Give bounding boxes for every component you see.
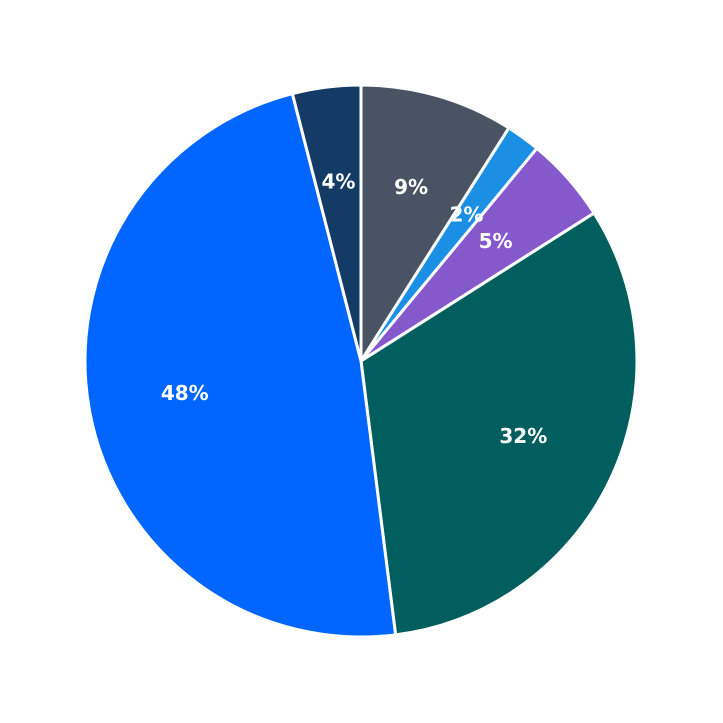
pie-slice bbox=[83, 91, 398, 639]
pie-slice bbox=[359, 211, 639, 637]
pie-slice bbox=[290, 83, 363, 362]
data-label: 4% bbox=[322, 170, 356, 194]
data-label: 2% bbox=[449, 202, 483, 226]
data-label: 48% bbox=[161, 381, 209, 405]
data-label: 32% bbox=[499, 424, 547, 448]
pie-slice bbox=[359, 83, 511, 367]
data-label: 5% bbox=[479, 229, 513, 253]
data-label: 9% bbox=[394, 175, 428, 199]
